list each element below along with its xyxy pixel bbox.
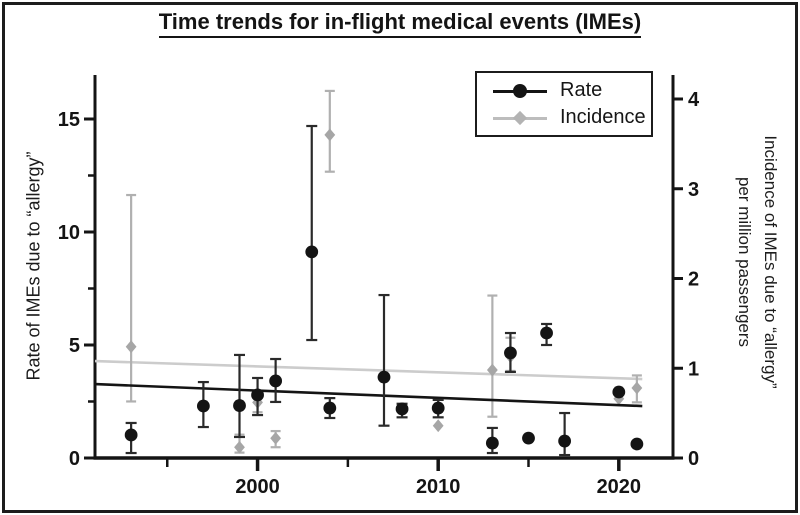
- rate-point-2001: [269, 374, 283, 388]
- rate-point-1997: [196, 399, 210, 413]
- rate-point-1993: [124, 428, 138, 442]
- rate-point-2008: [395, 402, 409, 416]
- incidence-trend-line: [94, 359, 643, 381]
- incidence-marker-sample: [493, 110, 547, 126]
- rate-point-2010: [431, 401, 445, 415]
- chart-title-text: Time trends for in-flight medical events…: [158, 9, 642, 38]
- rate-point-2016: [540, 326, 553, 340]
- rate-point-2013: [485, 436, 499, 450]
- legend-label-incidence: Incidence: [560, 106, 646, 128]
- incidence-point-2021: [631, 381, 643, 395]
- incidence-point-2001: [270, 431, 282, 445]
- rate-circle-icon: [513, 83, 527, 98]
- rate-point-2000: [251, 388, 264, 402]
- rate-point-2007: [377, 370, 391, 384]
- x-tick-label: 2000: [235, 476, 280, 498]
- rate-point-2014: [504, 346, 517, 360]
- rate-point-2017: [558, 434, 572, 448]
- right-axis-label-line2: per million passengers: [735, 176, 754, 348]
- rate-marker-sample: [493, 83, 547, 99]
- rate-point-2020: [612, 385, 626, 399]
- left-tick-label: 0: [69, 448, 80, 470]
- left-tick-label: 5: [69, 335, 80, 357]
- legend-item-rate: Rate: [493, 79, 651, 101]
- legend-item-incidence: Incidence: [493, 106, 651, 128]
- x-tick-label: 2010: [416, 476, 461, 498]
- rate-point-2021: [630, 437, 644, 451]
- left-tick-label: 10: [58, 222, 80, 244]
- right-tick-label: 0: [688, 448, 699, 470]
- x-tick-label: 2020: [597, 476, 642, 498]
- right-tick-label: 1: [688, 358, 699, 380]
- right-axis-label-line1: Incidence of IMEs due to “allergy”: [761, 135, 780, 389]
- right-tick-label: 4: [688, 89, 700, 111]
- right-tick-label: 2: [688, 269, 699, 291]
- incidence-diamond-icon: [512, 110, 528, 125]
- right-tick-label: 3: [688, 179, 699, 201]
- incidence-point-1999: [234, 440, 245, 454]
- incidence-point-2013: [486, 363, 498, 377]
- rate-point-2015: [522, 431, 535, 445]
- legend-label-rate: Rate: [560, 79, 603, 101]
- rate-point-2004: [323, 401, 337, 415]
- incidence-point-1993: [125, 340, 137, 354]
- rate-point-1999: [233, 399, 246, 412]
- left-tick-label: 15: [58, 109, 80, 131]
- left-axis-label: Rate of IMEs due to “allergy”: [23, 151, 44, 381]
- legend: Rate Incidence: [475, 71, 653, 137]
- incidence-point-2004: [324, 128, 336, 142]
- chart-title: Time trends for in-flight medical events…: [0, 9, 800, 38]
- right-axis-label: Incidence of IMEs due to “allergy” per m…: [731, 135, 783, 388]
- incidence-point-2010: [432, 419, 444, 433]
- rate-point-2003: [305, 245, 319, 259]
- rate-trend-line: [94, 382, 643, 408]
